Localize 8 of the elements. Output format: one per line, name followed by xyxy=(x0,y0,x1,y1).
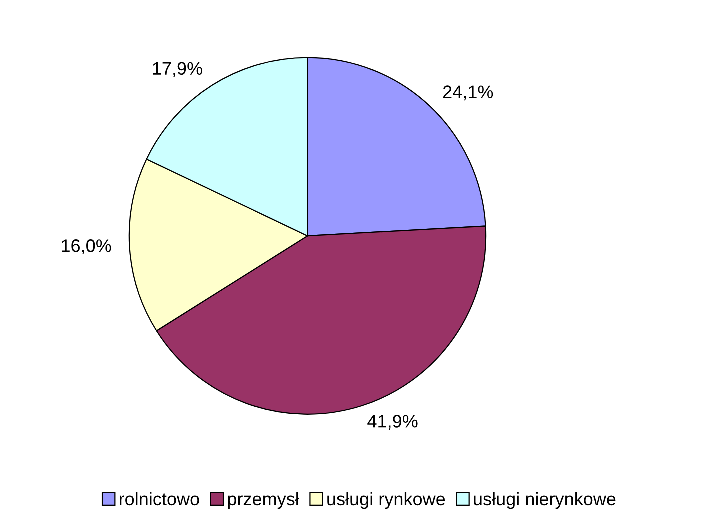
data-label: 41,9% xyxy=(368,415,418,430)
legend-label: usługi rynkowe xyxy=(328,492,446,510)
data-label: 24,1% xyxy=(443,86,494,101)
legend-label: usługi nierynkowe xyxy=(474,492,616,510)
data-label: 17,9% xyxy=(153,62,202,78)
legend-label: rolnictowo xyxy=(120,492,200,506)
data-label: 16,0% xyxy=(62,240,112,254)
legend-label: przemysł xyxy=(228,492,300,510)
